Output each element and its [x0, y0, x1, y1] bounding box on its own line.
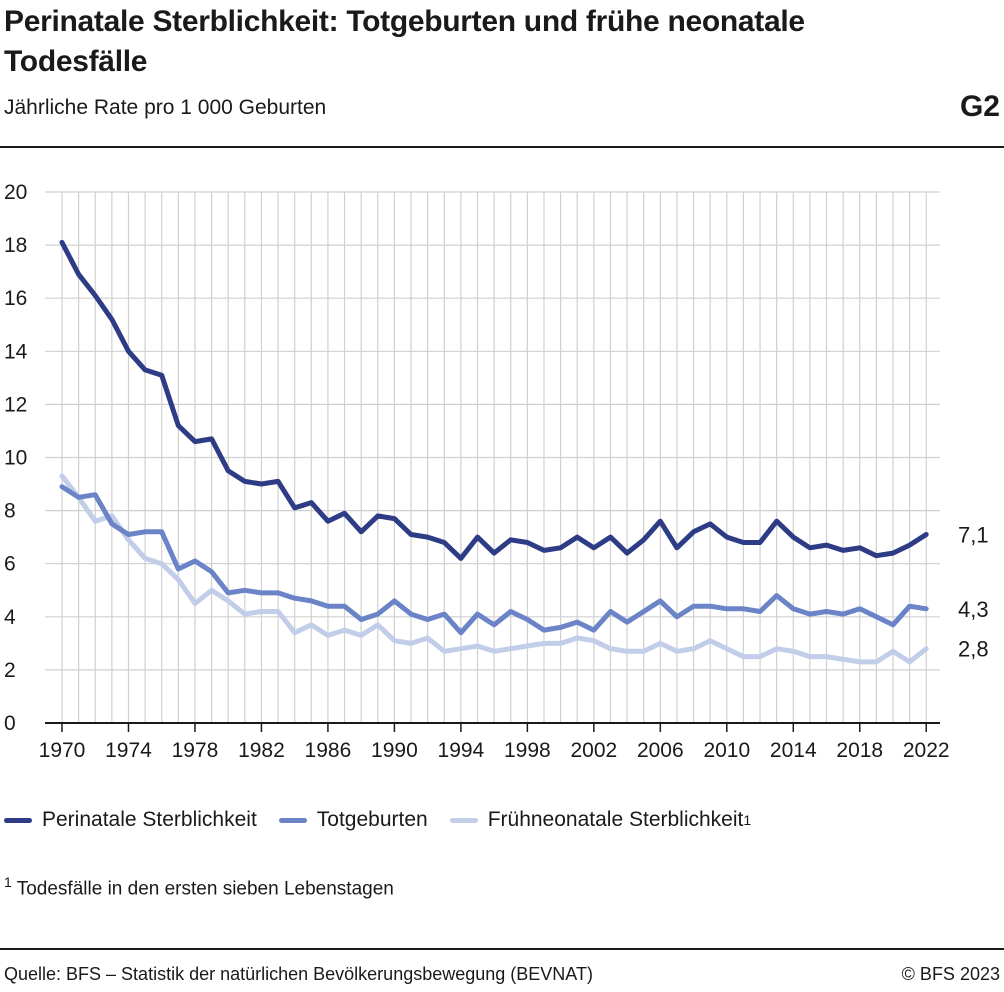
legend-label-fruehneonatal: Frühneonatale Sterblichkeit [487, 808, 744, 831]
legend-item-totgeburten: Totgeburten [278, 808, 428, 832]
x-tick-label: 1974 [105, 739, 152, 762]
legend-swatch-fruehneonatal [449, 817, 478, 823]
legend-swatch-perinatal [4, 817, 32, 823]
chart-title: Perinatale Sterblichkeit: Totgeburten un… [4, 5, 805, 78]
y-tick-label: 16 [4, 287, 27, 310]
copyright: © BFS 2023 [901, 964, 1000, 984]
legend-label-totgeburten: Totgeburten [316, 808, 428, 831]
x-tick-label: 1986 [305, 739, 352, 762]
x-tick-label: 2002 [570, 739, 617, 762]
x-tick-label: 1970 [39, 739, 86, 762]
x-tick-label: 2010 [703, 739, 750, 762]
line-chart: 0 2 4 6 8 10 12 14 16 18 20 1970 1974 1978 1982 1986 199… [4, 181, 989, 762]
end-label-fruehneonatal: 2,8 [958, 637, 989, 662]
x-tick-label: 2018 [836, 739, 883, 762]
footer-rule [0, 948, 1004, 950]
footnote-marker: 1 [4, 874, 12, 890]
x-tick-label: 2014 [770, 739, 817, 762]
legend-swatch-totgeburten [278, 817, 307, 823]
x-tick-label: 1978 [172, 739, 219, 762]
legend: Perinatale Sterblichkeit Totgeburten Frü… [4, 808, 773, 832]
x-tick-label: 2022 [903, 739, 950, 762]
x-tick-label: 1998 [504, 739, 551, 762]
legend-item-fruehneonatal: Frühneonatale Sterblichkeit 1 [449, 808, 752, 832]
chart-code: G2 [959, 90, 1000, 123]
series-line-totgeburten [59, 484, 929, 636]
series-line-perinatal [59, 239, 929, 561]
footnote-text: Todesfälle in den ersten sieben Lebensta… [16, 878, 394, 900]
x-tick-label: 1990 [371, 739, 418, 762]
y-tick-label: 8 [4, 500, 16, 523]
legend-label-perinatal: Perinatale Sterblichkeit [42, 808, 257, 831]
x-tick-label: 1994 [438, 739, 485, 762]
x-tick-label: 2006 [637, 739, 684, 762]
y-tick-label: 14 [4, 340, 28, 363]
chart-subtitle: Jährliche Rate pro 1 000 Geburten [4, 96, 327, 119]
y-tick-label: 10 [4, 447, 27, 470]
footnote: 1 Todesfälle in den ersten sieben Lebens… [4, 874, 394, 900]
y-tick-label: 18 [4, 234, 27, 257]
legend-item-perinatal: Perinatale Sterblichkeit [4, 808, 257, 832]
series-line-fruehneonatal [59, 473, 929, 665]
y-tick-label: 20 [4, 181, 27, 204]
source-note: Quelle: BFS – Statistik der natürlichen … [4, 964, 593, 984]
end-label-perinatal: 7,1 [958, 522, 989, 547]
header-rule [0, 146, 1004, 148]
y-tick-label: 2 [4, 659, 16, 682]
end-label-totgeburten: 4,3 [958, 597, 989, 622]
y-tick-label: 4 [4, 606, 16, 629]
legend-footnote-marker: 1 [743, 812, 752, 828]
y-tick-label: 12 [4, 393, 27, 416]
y-tick-label: 0 [4, 712, 16, 735]
y-tick-label: 6 [4, 553, 16, 576]
x-tick-label: 1982 [238, 739, 285, 762]
